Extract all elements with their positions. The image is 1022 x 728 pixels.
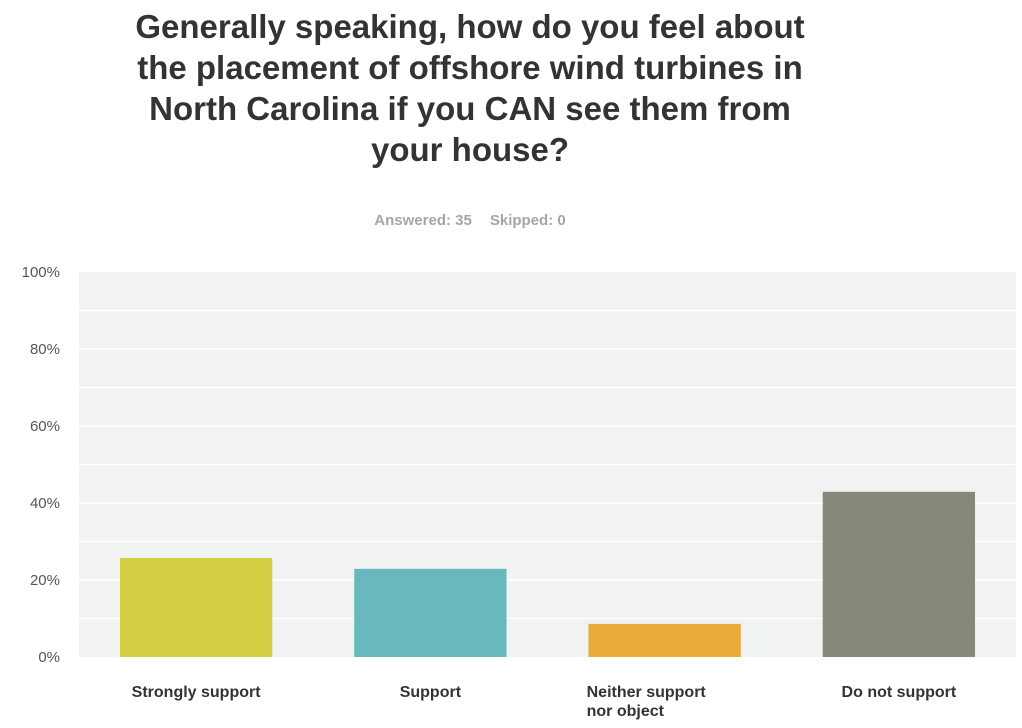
skipped-count: Skipped: 0 bbox=[489, 212, 566, 229]
x-tick-label: Strongly support bbox=[132, 684, 262, 701]
y-tick-label: 0% bbox=[38, 649, 60, 666]
bar bbox=[588, 623, 741, 657]
chart-title-line: Generally speaking, how do you feel abou… bbox=[135, 8, 805, 45]
x-axis-labels: Strongly support Support Neither support no… bbox=[132, 684, 957, 720]
answered-count: Answered: 35 bbox=[374, 212, 472, 229]
chart-title-line: North Carolina if you CAN see them from bbox=[149, 90, 791, 127]
chart-title: Generally speaking, how do you feel abou… bbox=[40, 6, 900, 170]
response-stats: Answered: 35 Skipped: 0 bbox=[40, 212, 900, 229]
x-tick-label: Neither support nor object bbox=[587, 684, 707, 720]
chart-title-line: the placement of offshore wind turbines … bbox=[137, 49, 803, 86]
bar bbox=[354, 568, 507, 657]
chart-title-line: your house? bbox=[370, 131, 570, 168]
y-tick-label: 40% bbox=[30, 495, 60, 512]
bar bbox=[119, 558, 273, 657]
y-axis-ticks: 0% 20% 40% 60% 80% 100% bbox=[22, 264, 60, 666]
bars bbox=[119, 491, 976, 657]
x-tick-label: Support bbox=[400, 684, 462, 701]
y-tick-label: 80% bbox=[30, 341, 60, 358]
y-tick-label: 100% bbox=[22, 264, 60, 281]
y-tick-label: 20% bbox=[30, 572, 60, 589]
y-tick-label: 60% bbox=[30, 418, 60, 435]
x-tick-label: Do not support bbox=[842, 684, 957, 701]
bar bbox=[822, 491, 976, 657]
